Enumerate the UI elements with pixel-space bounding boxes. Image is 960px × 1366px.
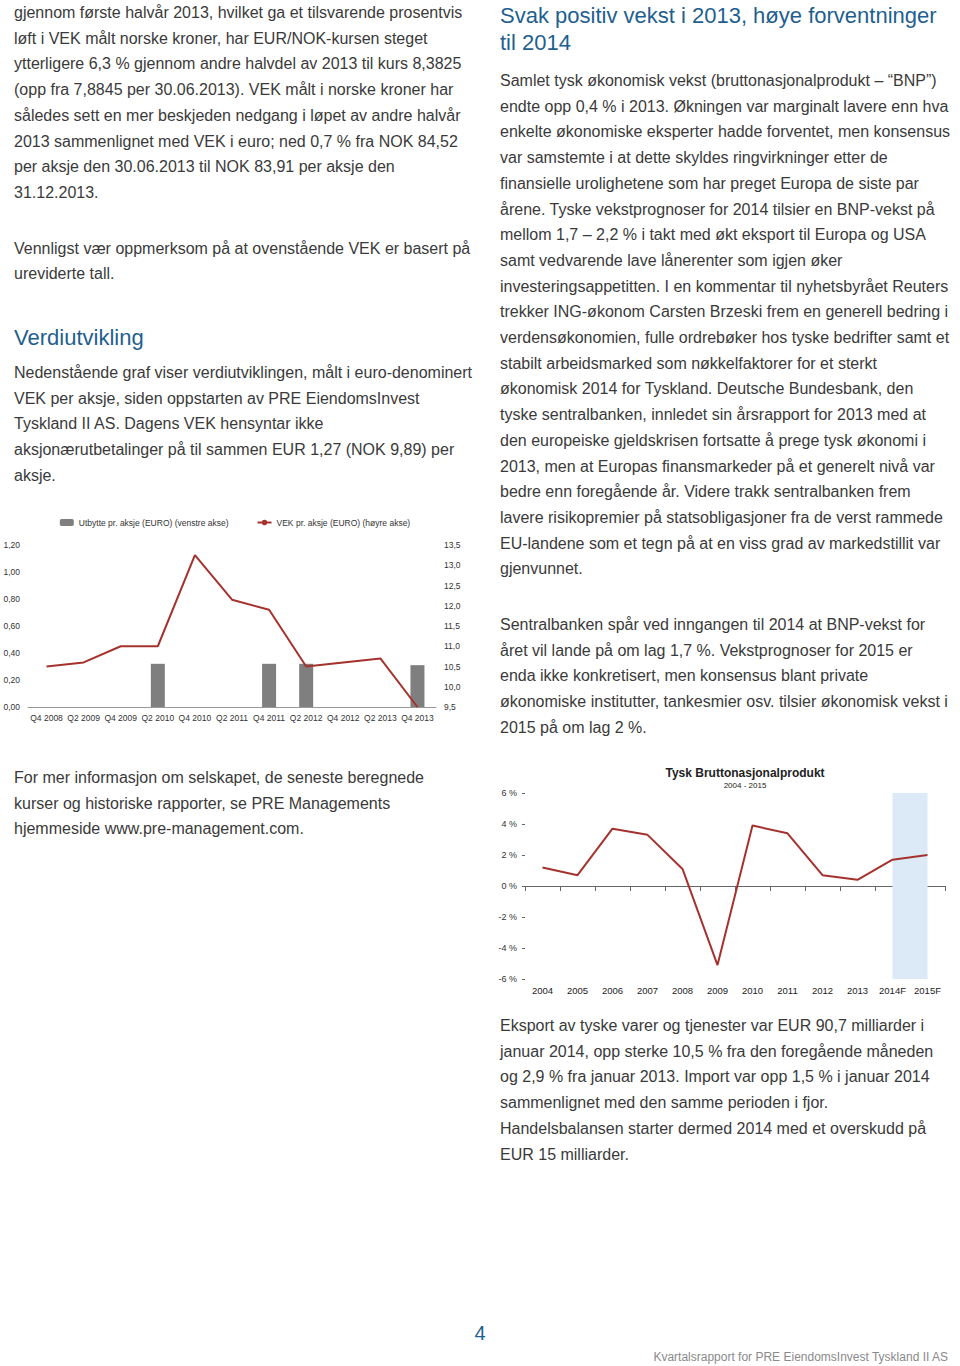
svg-text:0,80: 0,80 bbox=[3, 594, 20, 604]
svg-text:Utbytte pr. aksje (EURO) (vens: Utbytte pr. aksje (EURO) (venstre akse) bbox=[79, 518, 229, 528]
svg-text:Q4 2011: Q4 2011 bbox=[253, 713, 285, 723]
svg-text:Q2 2011: Q2 2011 bbox=[216, 713, 248, 723]
svg-text:6 %: 6 % bbox=[501, 788, 517, 798]
svg-text:0 %: 0 % bbox=[501, 881, 517, 891]
svg-text:-2 %: -2 % bbox=[498, 912, 517, 922]
html-text:Sentralbanken spår ved inngang: Sentralbanken spår ved inngangen til 201… bbox=[500, 616, 948, 736]
svg-text:Q2 2010: Q2 2010 bbox=[142, 713, 175, 723]
svg-text:0,40: 0,40 bbox=[3, 648, 20, 658]
svg-text:10,5: 10,5 bbox=[444, 662, 461, 672]
svg-text:Q4 2012: Q4 2012 bbox=[327, 713, 360, 723]
svg-text:2004 - 2015: 2004 - 2015 bbox=[724, 781, 767, 790]
svg-text:Q4 2010: Q4 2010 bbox=[179, 713, 212, 723]
svg-text:2014F: 2014F bbox=[879, 985, 906, 996]
svg-text:2004: 2004 bbox=[532, 985, 553, 996]
svg-text:10,0: 10,0 bbox=[444, 682, 461, 692]
html-text:Vennligst vær oppmerksom på at: Vennligst vær oppmerksom på at ovenståen… bbox=[14, 239, 471, 283]
svg-text:9,5: 9,5 bbox=[444, 702, 456, 712]
svg-text:0,20: 0,20 bbox=[3, 675, 20, 685]
svg-text:2013: 2013 bbox=[847, 985, 868, 996]
svg-text:11,5: 11,5 bbox=[444, 621, 460, 631]
svg-text:2008: 2008 bbox=[672, 985, 693, 996]
svg-text:11,0: 11,0 bbox=[444, 641, 460, 651]
html-text:Eksport av tyske varer og tjen: Eksport av tyske varer og tjenester var … bbox=[500, 1017, 934, 1163]
svg-text:Tysk Bruttonasjonalprodukt: Tysk Bruttonasjonalprodukt bbox=[665, 766, 824, 780]
svg-text:13,0: 13,0 bbox=[444, 560, 461, 570]
html-text:4: 4 bbox=[474, 1322, 486, 1344]
svg-text:12,0: 12,0 bbox=[444, 601, 461, 611]
svg-text:Q2 2009: Q2 2009 bbox=[67, 713, 100, 723]
svg-text:2010: 2010 bbox=[742, 985, 763, 996]
svg-text:12,5: 12,5 bbox=[444, 581, 461, 591]
svg-text:2012: 2012 bbox=[812, 985, 833, 996]
svg-text:2015F: 2015F bbox=[914, 985, 941, 996]
svg-text:VEK pr. aksje (EURO) (høyre ak: VEK pr. aksje (EURO) (høyre akse) bbox=[277, 518, 411, 528]
svg-text:Q4 2008: Q4 2008 bbox=[30, 713, 63, 723]
html-text:Verdiutvikling: Verdiutvikling bbox=[14, 325, 144, 350]
html-text:gjennom første halvår 2013, hv: gjennom første halvår 2013, hvilket ga e… bbox=[14, 4, 463, 201]
svg-text:2011: 2011 bbox=[777, 985, 797, 996]
html-text:Svak positiv vekst i 2013, høy: Svak positiv vekst i 2013, høye forventn… bbox=[500, 3, 937, 55]
svg-text:Q2 2012: Q2 2012 bbox=[290, 713, 323, 723]
svg-text:4 %: 4 % bbox=[501, 819, 517, 829]
svg-text:1,20: 1,20 bbox=[3, 540, 20, 550]
svg-text:Q4 2013: Q4 2013 bbox=[401, 713, 434, 723]
svg-text:1,00: 1,00 bbox=[3, 567, 20, 577]
svg-text:0,60: 0,60 bbox=[3, 621, 20, 631]
svg-text:2 %: 2 % bbox=[501, 850, 517, 860]
svg-text:-6 %: -6 % bbox=[498, 974, 517, 984]
html-text:For mer informasjon om selskap: For mer informasjon om selskapet, de sen… bbox=[14, 769, 424, 838]
svg-text:2006: 2006 bbox=[602, 985, 623, 996]
html-text:Kvartalsrapport for PRE Eiendo: Kvartalsrapport for PRE EiendomsInvest T… bbox=[653, 1350, 948, 1364]
svg-text:13,5: 13,5 bbox=[444, 540, 461, 550]
svg-text:-4 %: -4 % bbox=[498, 943, 517, 953]
svg-text:2005: 2005 bbox=[567, 985, 588, 996]
svg-text:Q4 2009: Q4 2009 bbox=[104, 713, 137, 723]
svg-text:Q2 2013: Q2 2013 bbox=[364, 713, 397, 723]
svg-text:2009: 2009 bbox=[707, 985, 728, 996]
html-text:Samlet tysk økonomisk vekst (b: Samlet tysk økonomisk vekst (bruttonasjo… bbox=[500, 72, 950, 578]
html-text:Nedenstående graf viser verdiu: Nedenstående graf viser verdiutviklingen… bbox=[14, 364, 472, 484]
svg-text:2007: 2007 bbox=[637, 985, 658, 996]
svg-text:0,00: 0,00 bbox=[3, 702, 20, 712]
